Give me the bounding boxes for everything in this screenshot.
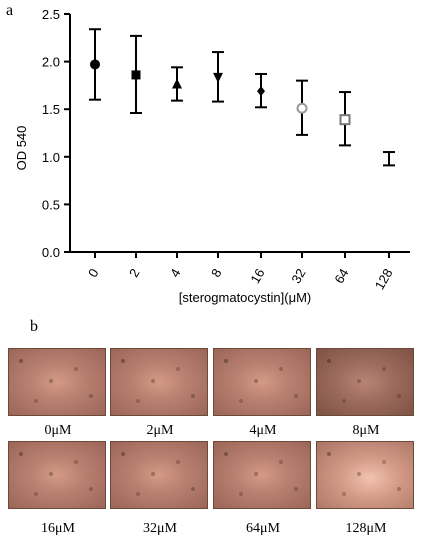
marker-triangle-down	[213, 72, 223, 83]
od-chart: 0.0 0.5 1.0 1.5 2.0 2.5 0 2 4 8 16 32 64 128 OD 540 […	[14, 7, 410, 305]
panel-b-label: b	[30, 318, 38, 335]
micrograph-label: 0μM	[44, 423, 72, 438]
x-tick-label: 128	[372, 266, 396, 292]
micrograph-label: 64μM	[246, 521, 280, 536]
data-point-0	[89, 28, 101, 101]
micrograph-image	[110, 348, 208, 416]
micrograph-image	[8, 441, 106, 509]
data-point-8	[212, 51, 224, 103]
micrograph-image	[8, 348, 106, 416]
y-tick-label: 0.5	[42, 197, 60, 212]
micrograph-image	[316, 348, 414, 416]
y-tick-label: 1.0	[42, 150, 60, 165]
data-point-32	[296, 79, 308, 136]
micrograph-image	[316, 441, 414, 509]
x-tick-label: 4	[167, 266, 184, 280]
x-tick-label: 32	[288, 266, 308, 286]
data-point-2	[130, 34, 142, 115]
marker-circle	[90, 59, 100, 70]
marker-diamond	[257, 86, 265, 97]
micrograph-label: 128μM	[345, 521, 387, 536]
chart-axes: 0.0 0.5 1.0 1.5 2.0 2.5 0 2 4 8 16 32 64 128	[42, 7, 410, 292]
data-point-4	[171, 66, 183, 102]
micrograph-label: 8μM	[352, 423, 380, 438]
x-tick-label: 16	[247, 266, 267, 286]
panel-a-label: a	[6, 2, 14, 19]
chart-marks	[89, 28, 395, 167]
micrograph-label: 4μM	[249, 423, 277, 438]
micrograph-image	[213, 441, 311, 509]
micrograph-label: 2μM	[146, 423, 174, 438]
y-tick-label: 0.0	[42, 245, 60, 260]
marker-triangle-up	[172, 78, 182, 89]
marker-square	[131, 70, 141, 80]
data-point-16	[255, 72, 267, 109]
marker-square-open	[339, 114, 351, 126]
micrograph-image	[213, 348, 311, 416]
x-tick-label: 2	[126, 266, 143, 280]
x-axis-label: [sterogmatocystin](μM)	[179, 290, 311, 305]
y-tick-label: 1.5	[42, 102, 60, 117]
x-tick-label: 0	[85, 266, 102, 280]
y-tick-label: 2.5	[42, 7, 60, 22]
micrograph-label: 16μM	[41, 521, 75, 536]
y-axis-label: OD 540	[14, 126, 29, 171]
y-tick-label: 2.0	[42, 55, 60, 70]
data-point-128	[383, 151, 395, 167]
marker-circle-open	[296, 102, 308, 114]
x-tick-label: 64	[331, 266, 351, 286]
x-tick-label: 8	[208, 266, 225, 280]
data-point-64	[339, 91, 351, 147]
micrograph-label: 32μM	[143, 521, 177, 536]
micrograph-image	[110, 441, 208, 509]
